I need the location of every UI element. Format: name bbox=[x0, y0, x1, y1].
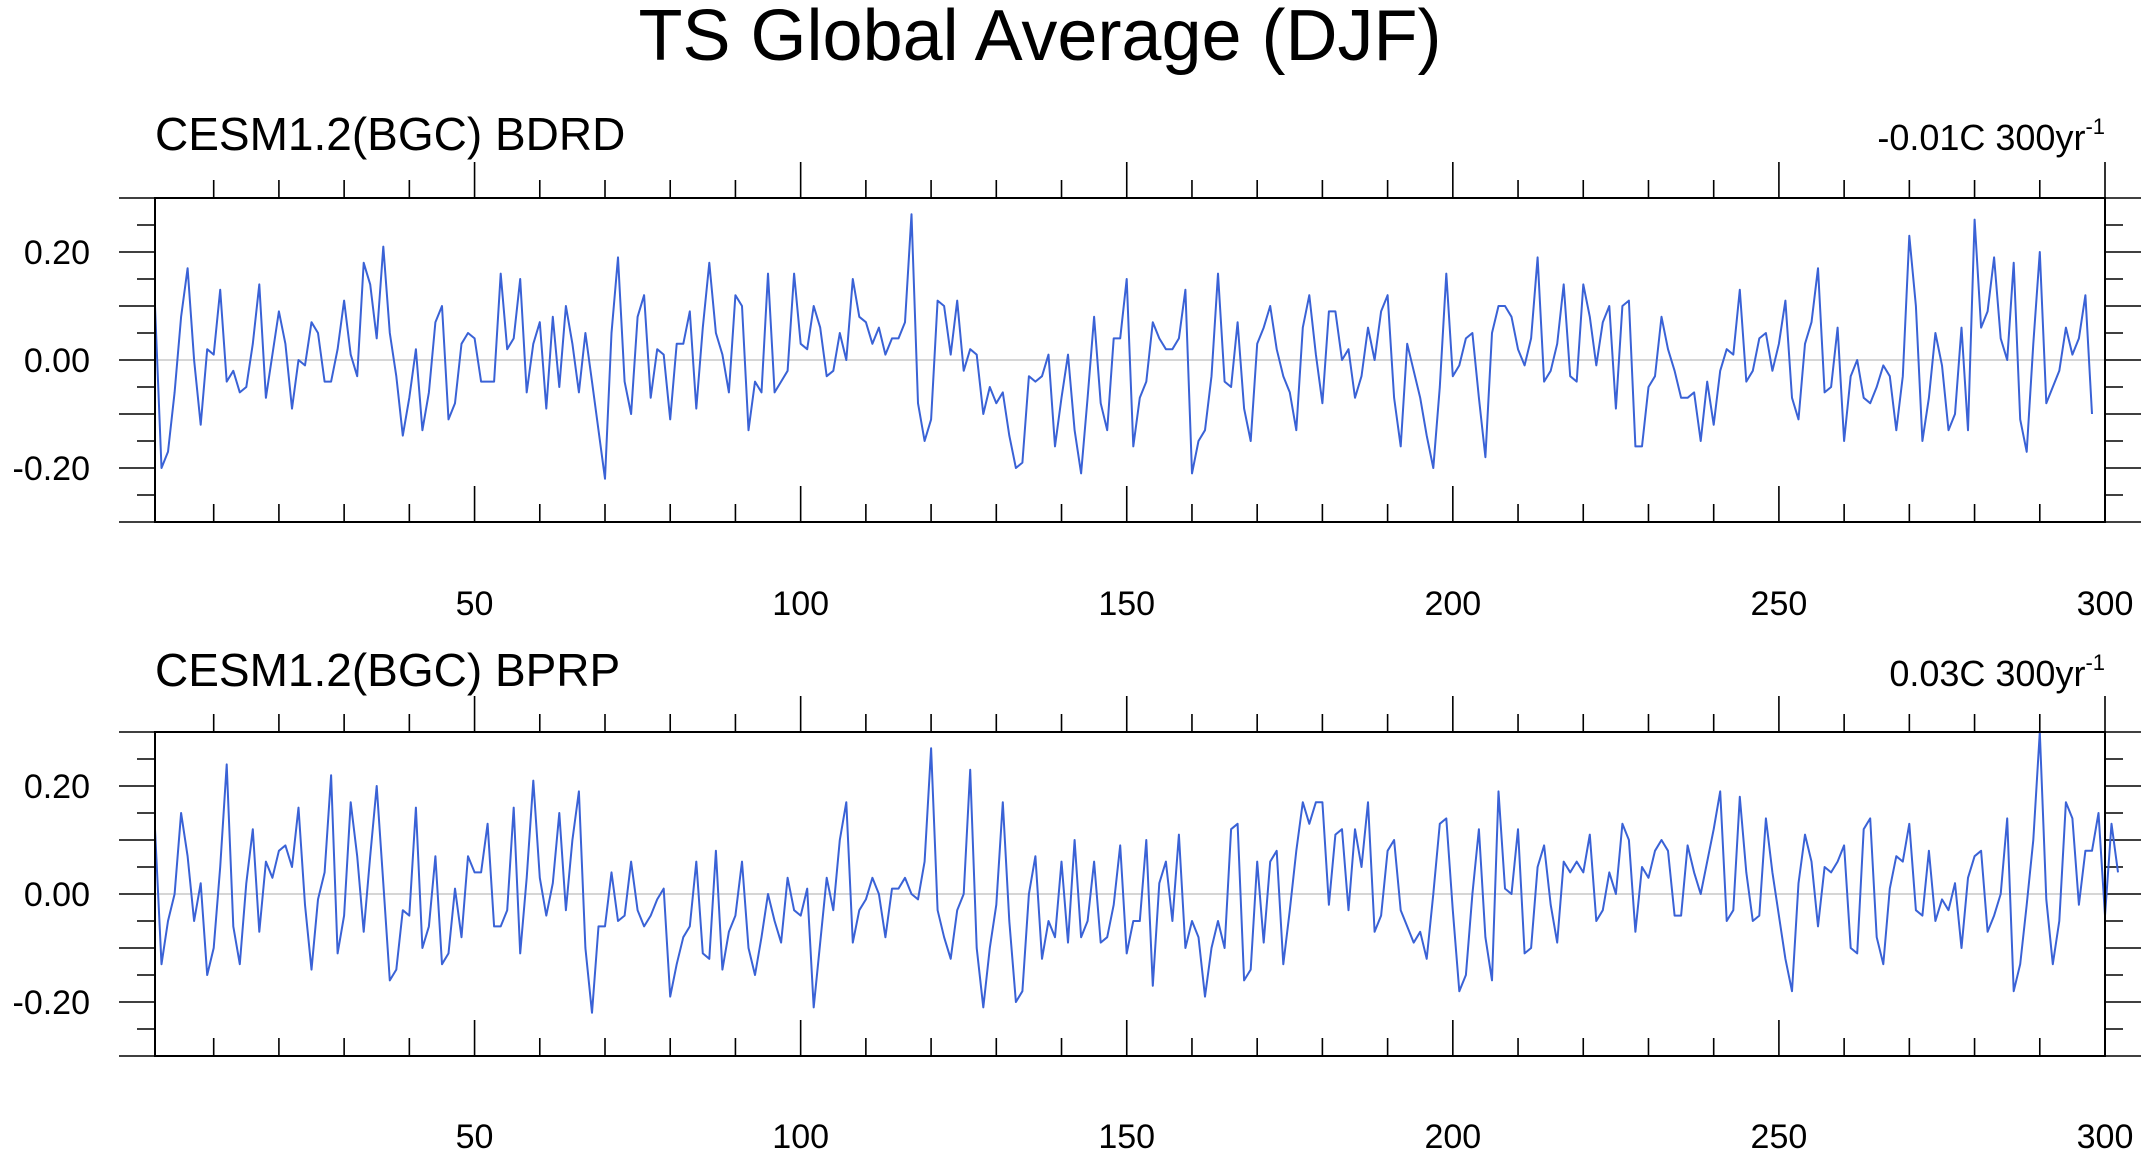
series-line bbox=[154, 213, 2093, 480]
x-tick-label: 250 bbox=[1751, 585, 1808, 623]
trend-value: -0.01C 300yr bbox=[1877, 117, 2085, 158]
x-tick-label: 300 bbox=[2077, 585, 2134, 623]
x-tick-label: 100 bbox=[772, 585, 829, 623]
y-tick-label: -0.20 bbox=[13, 450, 91, 488]
x-tick-label: 50 bbox=[456, 1118, 494, 1156]
y-tick-label: -0.20 bbox=[13, 984, 91, 1022]
trend-label: 0.03C 300yr-1 bbox=[1889, 650, 2105, 694]
plot-frame bbox=[154, 197, 2106, 523]
plot-frame bbox=[154, 731, 2106, 1057]
x-tick-label: 100 bbox=[772, 1118, 829, 1156]
x-tick-label: 200 bbox=[1424, 585, 1481, 623]
trend-exponent: -1 bbox=[2085, 650, 2105, 675]
y-tick-label: 0.20 bbox=[24, 234, 90, 272]
x-tick-label: 300 bbox=[2077, 1118, 2134, 1156]
x-tick-label: 150 bbox=[1098, 585, 1155, 623]
panel-title: CESM1.2(BGC) BDRD bbox=[155, 108, 625, 160]
trend-value: 0.03C 300yr bbox=[1889, 653, 2085, 694]
x-tick-label: 150 bbox=[1098, 1118, 1155, 1156]
trend-label: -0.01C 300yr-1 bbox=[1877, 114, 2105, 158]
x-tick-label: 50 bbox=[456, 585, 494, 623]
x-tick-label: 200 bbox=[1424, 1118, 1481, 1156]
trend-exponent: -1 bbox=[2085, 114, 2105, 139]
y-tick-label: 0.20 bbox=[24, 768, 90, 806]
main-title: TS Global Average (DJF) bbox=[639, 0, 1442, 76]
chart-panel-1: CESM1.2(BGC) BDRD -0.01C 300yr-1 0.20 0.00 -… bbox=[13, 108, 2141, 623]
x-tick-label: 250 bbox=[1751, 1118, 1808, 1156]
panel-title: CESM1.2(BGC) BPRP bbox=[155, 644, 620, 696]
y-tick-label: 0.00 bbox=[24, 876, 90, 914]
y-tick-label: 0.00 bbox=[24, 342, 90, 380]
series-line bbox=[154, 731, 2119, 1014]
chart-panel-2: CESM1.2(BGC) BPRP 0.03C 300yr-1 0.20 0.00 -0… bbox=[13, 644, 2141, 1156]
